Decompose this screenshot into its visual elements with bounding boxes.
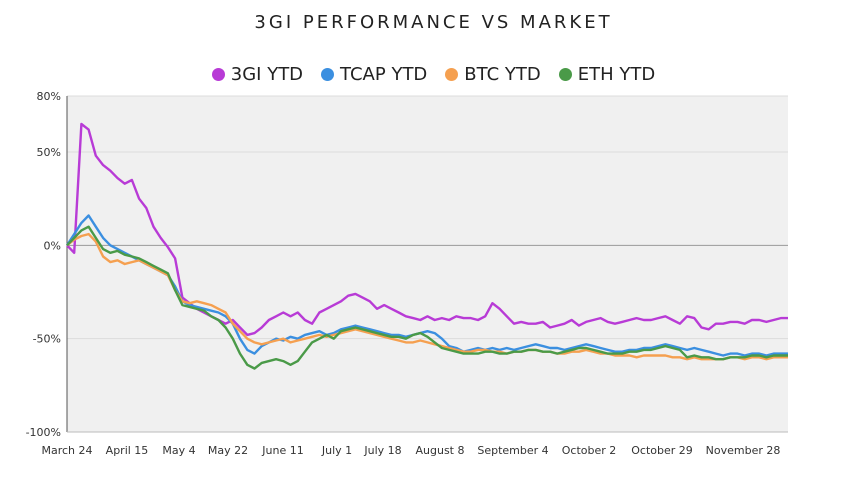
chart-title: 3GI PERFORMANCE VS MARKET <box>254 12 613 33</box>
legend-item[interactable]: 3GI YTD <box>211 64 304 85</box>
x-tick-label: July 18 <box>363 444 401 457</box>
legend-swatch <box>211 68 225 81</box>
legend-swatch <box>558 68 572 81</box>
y-tick-label: 0% <box>44 239 61 252</box>
x-tick-label: September 4 <box>477 444 548 457</box>
x-tick-label: March 24 <box>41 444 92 457</box>
x-tick-label: July 1 <box>321 444 352 457</box>
legend-swatch <box>321 68 335 81</box>
legend-item[interactable]: ETH YTD <box>558 64 656 85</box>
y-tick-label: 80% <box>37 90 61 103</box>
x-tick-label: October 2 <box>562 444 617 457</box>
legend-label: ETH YTD <box>577 64 656 85</box>
x-tick-label: May 4 <box>162 444 195 457</box>
legend-label: BTC YTD <box>464 64 541 85</box>
x-tick-label: November 28 <box>706 444 781 457</box>
legend-item[interactable]: TCAP YTD <box>321 64 427 85</box>
x-tick-label: October 29 <box>631 444 693 457</box>
legend-label: TCAP YTD <box>340 64 428 85</box>
y-tick-label: -100% <box>26 426 61 439</box>
x-tick-label: May 22 <box>208 444 248 457</box>
x-tick-label: April 15 <box>106 444 149 457</box>
x-tick-label: August 8 <box>416 444 465 457</box>
legend-swatch <box>445 68 459 81</box>
series-line-btc-ytd <box>66 232 788 361</box>
series-line-eth-ytd <box>66 225 788 370</box>
series-line-tcap-ytd <box>65 214 788 357</box>
legend-item[interactable]: BTC YTD <box>445 64 541 85</box>
legend-label: 3GI YTD <box>230 64 304 85</box>
y-tick-label: 50% <box>37 146 61 159</box>
chart-legend: 3GI YTD TCAP YTD BTC YTD ETH YTD <box>0 64 867 85</box>
x-tick-label: June 11 <box>261 444 303 457</box>
y-tick-label: -50% <box>33 333 61 346</box>
